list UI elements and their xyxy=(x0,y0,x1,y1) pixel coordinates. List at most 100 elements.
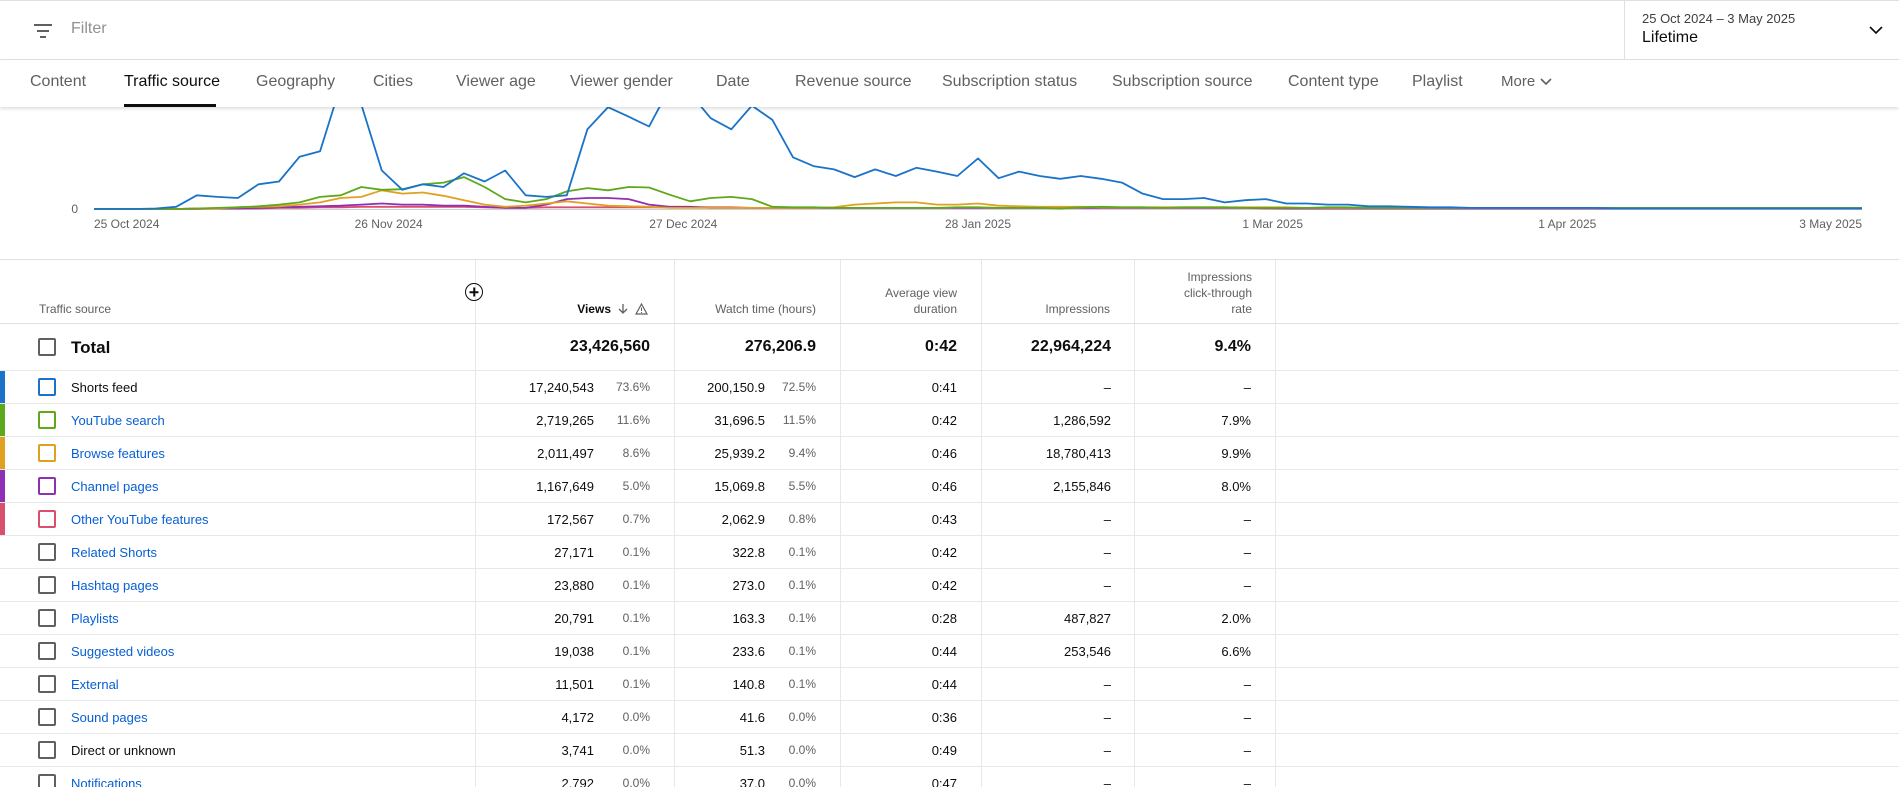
impressions-value: – xyxy=(1103,743,1111,758)
ctr-value: 6.6% xyxy=(1221,644,1251,659)
row-checkbox[interactable] xyxy=(38,576,56,594)
header-impressions[interactable]: Impressions xyxy=(1045,302,1110,316)
tab-subscription-status[interactable]: Subscription status xyxy=(942,73,1078,90)
tab-content-type[interactable]: Content type xyxy=(1288,73,1379,90)
row-checkbox[interactable] xyxy=(38,675,56,693)
table-header: Traffic source Views Watch time (hours) … xyxy=(0,260,1899,324)
chevron-down-icon xyxy=(1869,26,1883,35)
avg-duration-value: 0:49 xyxy=(931,743,957,758)
add-column-icon[interactable] xyxy=(465,283,483,301)
ctr-value: – xyxy=(1243,710,1251,725)
header-watch-time[interactable]: Watch time (hours) xyxy=(715,302,816,316)
series-line-shorts-feed xyxy=(94,107,1862,210)
table-row: Hashtag pages 23,880 0.1% 273.0 0.1% 0:42 – – xyxy=(0,569,1899,602)
row-checkbox[interactable] xyxy=(38,477,56,495)
row-checkbox[interactable] xyxy=(38,609,56,627)
filter-icon[interactable] xyxy=(32,21,54,41)
table-row: Suggested videos 19,038 0.1% 233.6 0.1% 0:44 2… xyxy=(0,635,1899,668)
impressions-value: – xyxy=(1103,677,1111,692)
header-views[interactable]: Views xyxy=(475,260,674,324)
impressions-value: – xyxy=(1103,776,1111,787)
tab-playlist[interactable]: Playlist xyxy=(1412,73,1463,90)
filter-input[interactable]: Filter xyxy=(71,20,107,37)
tab-subscription-source[interactable]: Subscription source xyxy=(1112,73,1253,90)
tab-traffic-source[interactable]: Traffic source xyxy=(124,73,221,90)
tab-viewer-age[interactable]: Viewer age xyxy=(456,73,536,90)
ctr-value: – xyxy=(1243,512,1251,527)
date-range-picker[interactable]: 25 Oct 2024 – 3 May 2025 Lifetime xyxy=(1624,1,1899,60)
watch-time-value: 31,696.5 xyxy=(714,413,765,428)
column-divider xyxy=(840,260,841,787)
line-chart: 0 25 Oct 2024 26 Nov 2024 27 Dec 2024 28 Jan… xyxy=(71,107,1862,231)
series-color-bar xyxy=(0,371,5,403)
row-checkbox[interactable] xyxy=(38,543,56,561)
impressions-value: – xyxy=(1103,380,1111,395)
views-value: 2,719,265 xyxy=(536,413,594,428)
series-color-bar xyxy=(0,503,5,535)
watch-time-percent: 0.1% xyxy=(788,578,816,592)
views-percent: 0.1% xyxy=(622,545,650,559)
tab-geography[interactable]: Geography xyxy=(256,73,336,90)
header-impressions-ctr[interactable]: Impressions click-through rate xyxy=(1134,260,1275,324)
traffic-source-name[interactable]: Browse features xyxy=(71,446,165,461)
row-checkbox[interactable] xyxy=(38,642,56,660)
tab-date[interactable]: Date xyxy=(716,73,750,90)
views-value: 172,567 xyxy=(547,512,594,527)
header-average-view-duration[interactable]: Average view duration xyxy=(840,260,981,324)
row-checkbox[interactable] xyxy=(38,510,56,528)
views-value: 19,038 xyxy=(554,644,594,659)
watch-time-percent: 9.4% xyxy=(788,446,816,460)
header-line: click-through xyxy=(1183,286,1252,300)
traffic-source-name: Shorts feed xyxy=(71,380,138,395)
views-percent: 0.1% xyxy=(622,611,650,625)
table-row: Related Shorts 27,171 0.1% 322.8 0.1% 0:42 – – xyxy=(0,536,1899,569)
traffic-source-name[interactable]: Suggested videos xyxy=(71,644,175,659)
traffic-source-table: Traffic source Views Watch time (hours) … xyxy=(0,259,1899,787)
traffic-source-name[interactable]: Hashtag pages xyxy=(71,578,159,593)
watch-time-percent: 0.0% xyxy=(788,776,816,787)
tab-content[interactable]: Content xyxy=(30,73,87,90)
views-value: 2,011,497 xyxy=(537,446,594,461)
views-percent: 0.0% xyxy=(622,743,650,757)
watch-time-percent: 0.0% xyxy=(788,710,816,724)
traffic-source-name[interactable]: Channel pages xyxy=(71,479,159,494)
row-checkbox[interactable] xyxy=(38,708,56,726)
traffic-source-name[interactable]: YouTube search xyxy=(71,413,165,428)
avg-duration-value: 0:28 xyxy=(931,611,957,626)
traffic-source-name[interactable]: Related Shorts xyxy=(71,545,157,560)
tab-revenue-source[interactable]: Revenue source xyxy=(795,73,912,90)
total-label: Total xyxy=(71,338,111,357)
table-row: Direct or unknown 3,741 0.0% 51.3 0.0% 0:49 – – xyxy=(0,734,1899,767)
table-row: External 11,501 0.1% 140.8 0.1% 0:44 – – xyxy=(0,668,1899,701)
traffic-source-name[interactable]: External xyxy=(71,677,119,692)
traffic-source-name[interactable]: Notifications xyxy=(71,776,142,787)
series-color-bar xyxy=(0,437,5,469)
tab-cities[interactable]: Cities xyxy=(373,73,414,90)
ctr-value: – xyxy=(1243,545,1251,560)
watch-time-percent: 72.5% xyxy=(781,380,816,394)
sort-descending-icon xyxy=(618,304,628,314)
traffic-source-name[interactable]: Other YouTube features xyxy=(71,512,209,527)
traffic-source-name[interactable]: Sound pages xyxy=(71,710,148,725)
x-tick-label: 1 Mar 2025 xyxy=(1242,217,1303,231)
row-checkbox[interactable] xyxy=(38,411,56,429)
select-all-checkbox[interactable] xyxy=(38,338,56,356)
traffic-source-name[interactable]: Playlists xyxy=(71,611,119,626)
avg-duration-value: 0:46 xyxy=(931,446,957,461)
watch-time-value: 25,939.2 xyxy=(714,446,765,461)
row-checkbox[interactable] xyxy=(38,378,56,396)
views-percent: 8.6% xyxy=(622,446,650,460)
ctr-value: – xyxy=(1243,776,1251,787)
row-checkbox[interactable] xyxy=(38,741,56,759)
table-row: Shorts feed 17,240,543 73.6% 200,150.9 72.5%… xyxy=(0,371,1899,404)
row-checkbox[interactable] xyxy=(38,444,56,462)
column-divider xyxy=(981,260,982,787)
tab-more[interactable]: More xyxy=(1501,73,1553,90)
row-checkbox[interactable] xyxy=(38,774,56,787)
impressions-value: – xyxy=(1103,710,1111,725)
column-divider xyxy=(1275,260,1276,787)
avg-duration-value: 0:36 xyxy=(931,710,957,725)
tab-viewer-gender[interactable]: Viewer gender xyxy=(570,73,673,90)
header-traffic-source[interactable]: Traffic source xyxy=(39,302,112,316)
views-percent: 0.0% xyxy=(622,776,650,787)
